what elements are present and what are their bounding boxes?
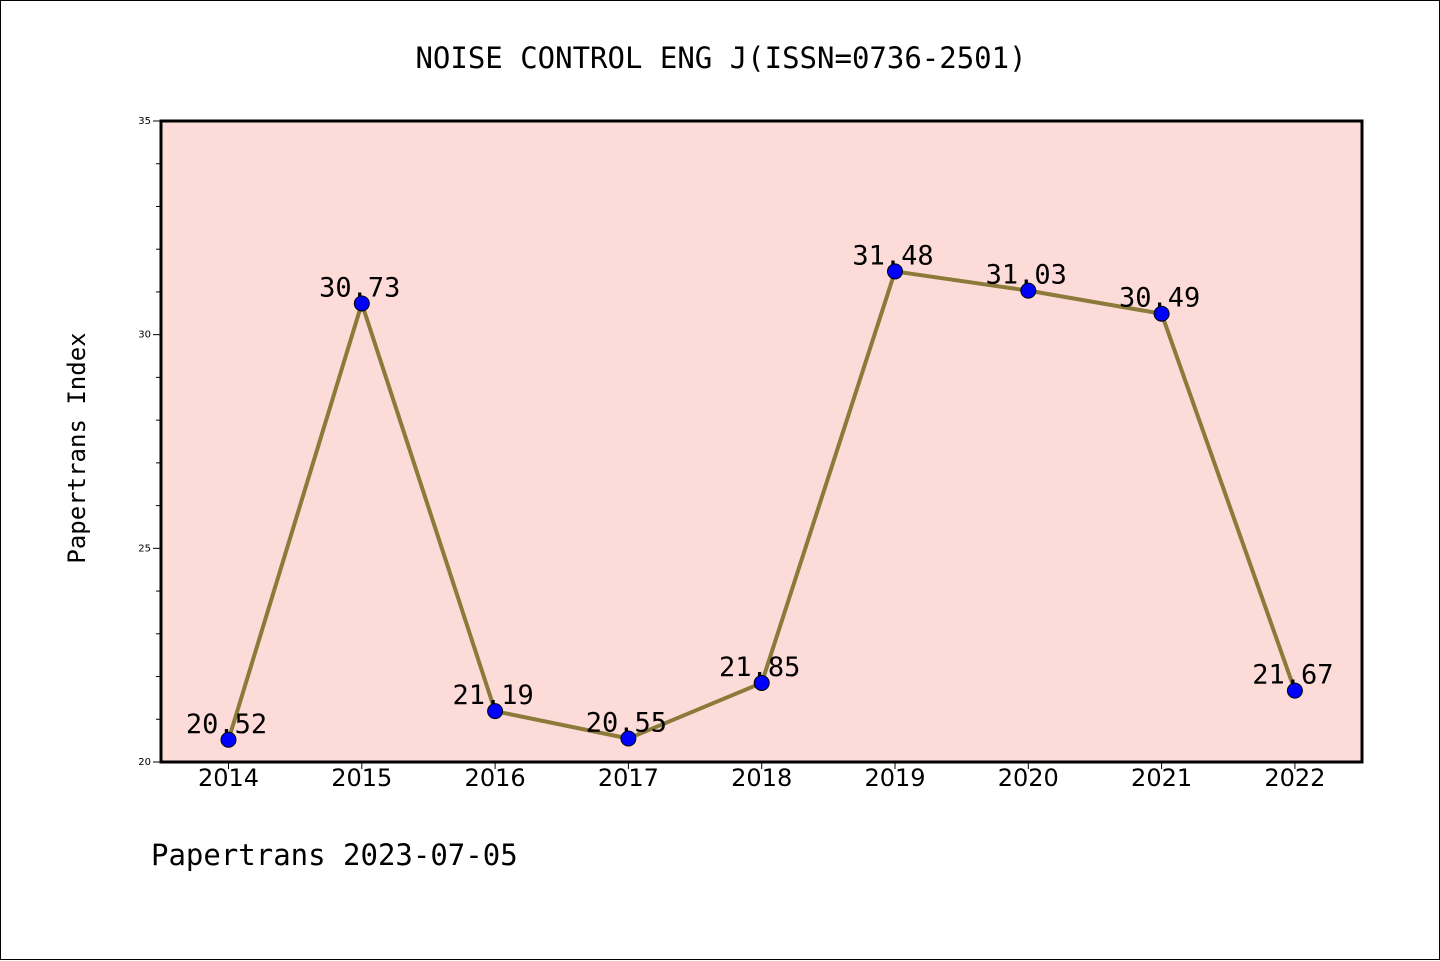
data-label: 20.52: [186, 709, 267, 740]
data-point-marker: [620, 730, 637, 747]
y-tick-label: 25: [138, 543, 151, 554]
data-label: 21.67: [1252, 660, 1333, 691]
data-point-marker: [1286, 682, 1303, 699]
data-point-marker: [887, 263, 903, 280]
x-tick-label: 2022: [1264, 764, 1325, 792]
x-tick-label: 2016: [465, 764, 526, 792]
x-tick-label: 2020: [998, 764, 1059, 792]
data-point-marker: [220, 731, 237, 748]
chart-title: NOISE CONTROL ENG J(ISSN=0736-2501): [415, 41, 1026, 75]
data-label: 30.73: [319, 272, 400, 303]
data-label: 31.03: [986, 260, 1067, 291]
x-tick-label: 2017: [598, 764, 659, 792]
x-tick-label: 2019: [864, 764, 925, 792]
y-axis-label: Papertrans Index: [63, 332, 91, 563]
footer-text: Papertrans 2023-07-05: [151, 838, 518, 872]
data-point-marker: [753, 674, 770, 691]
y-tick-label: 35: [138, 116, 151, 127]
x-axis: 2014 2015 2016 2017 2018 2019 2020 2021 2022: [198, 762, 1325, 792]
data-label: 21.19: [452, 680, 533, 711]
data-point-marker: [353, 295, 370, 312]
data-point-marker: [1020, 282, 1037, 299]
y-tick-label: 30: [138, 330, 151, 341]
y-axis: 20 25 30 35: [138, 116, 161, 768]
data-label: 20.55: [586, 707, 667, 738]
data-point-marker: [487, 703, 504, 720]
data-label: 30.49: [1119, 283, 1200, 314]
series-layer: 20.52 30.73 21.19 20.55 21.85 31.48 31.03 30.49…: [186, 240, 1334, 748]
x-tick-label: 2015: [331, 764, 392, 792]
plot-area: [159, 119, 1364, 764]
data-point-marker: [1153, 305, 1170, 322]
x-tick-label: 2014: [198, 764, 259, 792]
data-label: 21.85: [719, 652, 800, 683]
x-tick-label: 2021: [1131, 764, 1192, 792]
x-tick-label: 2018: [731, 764, 792, 792]
y-tick-label: 20: [138, 757, 151, 768]
data-label: 31.48: [852, 240, 933, 271]
